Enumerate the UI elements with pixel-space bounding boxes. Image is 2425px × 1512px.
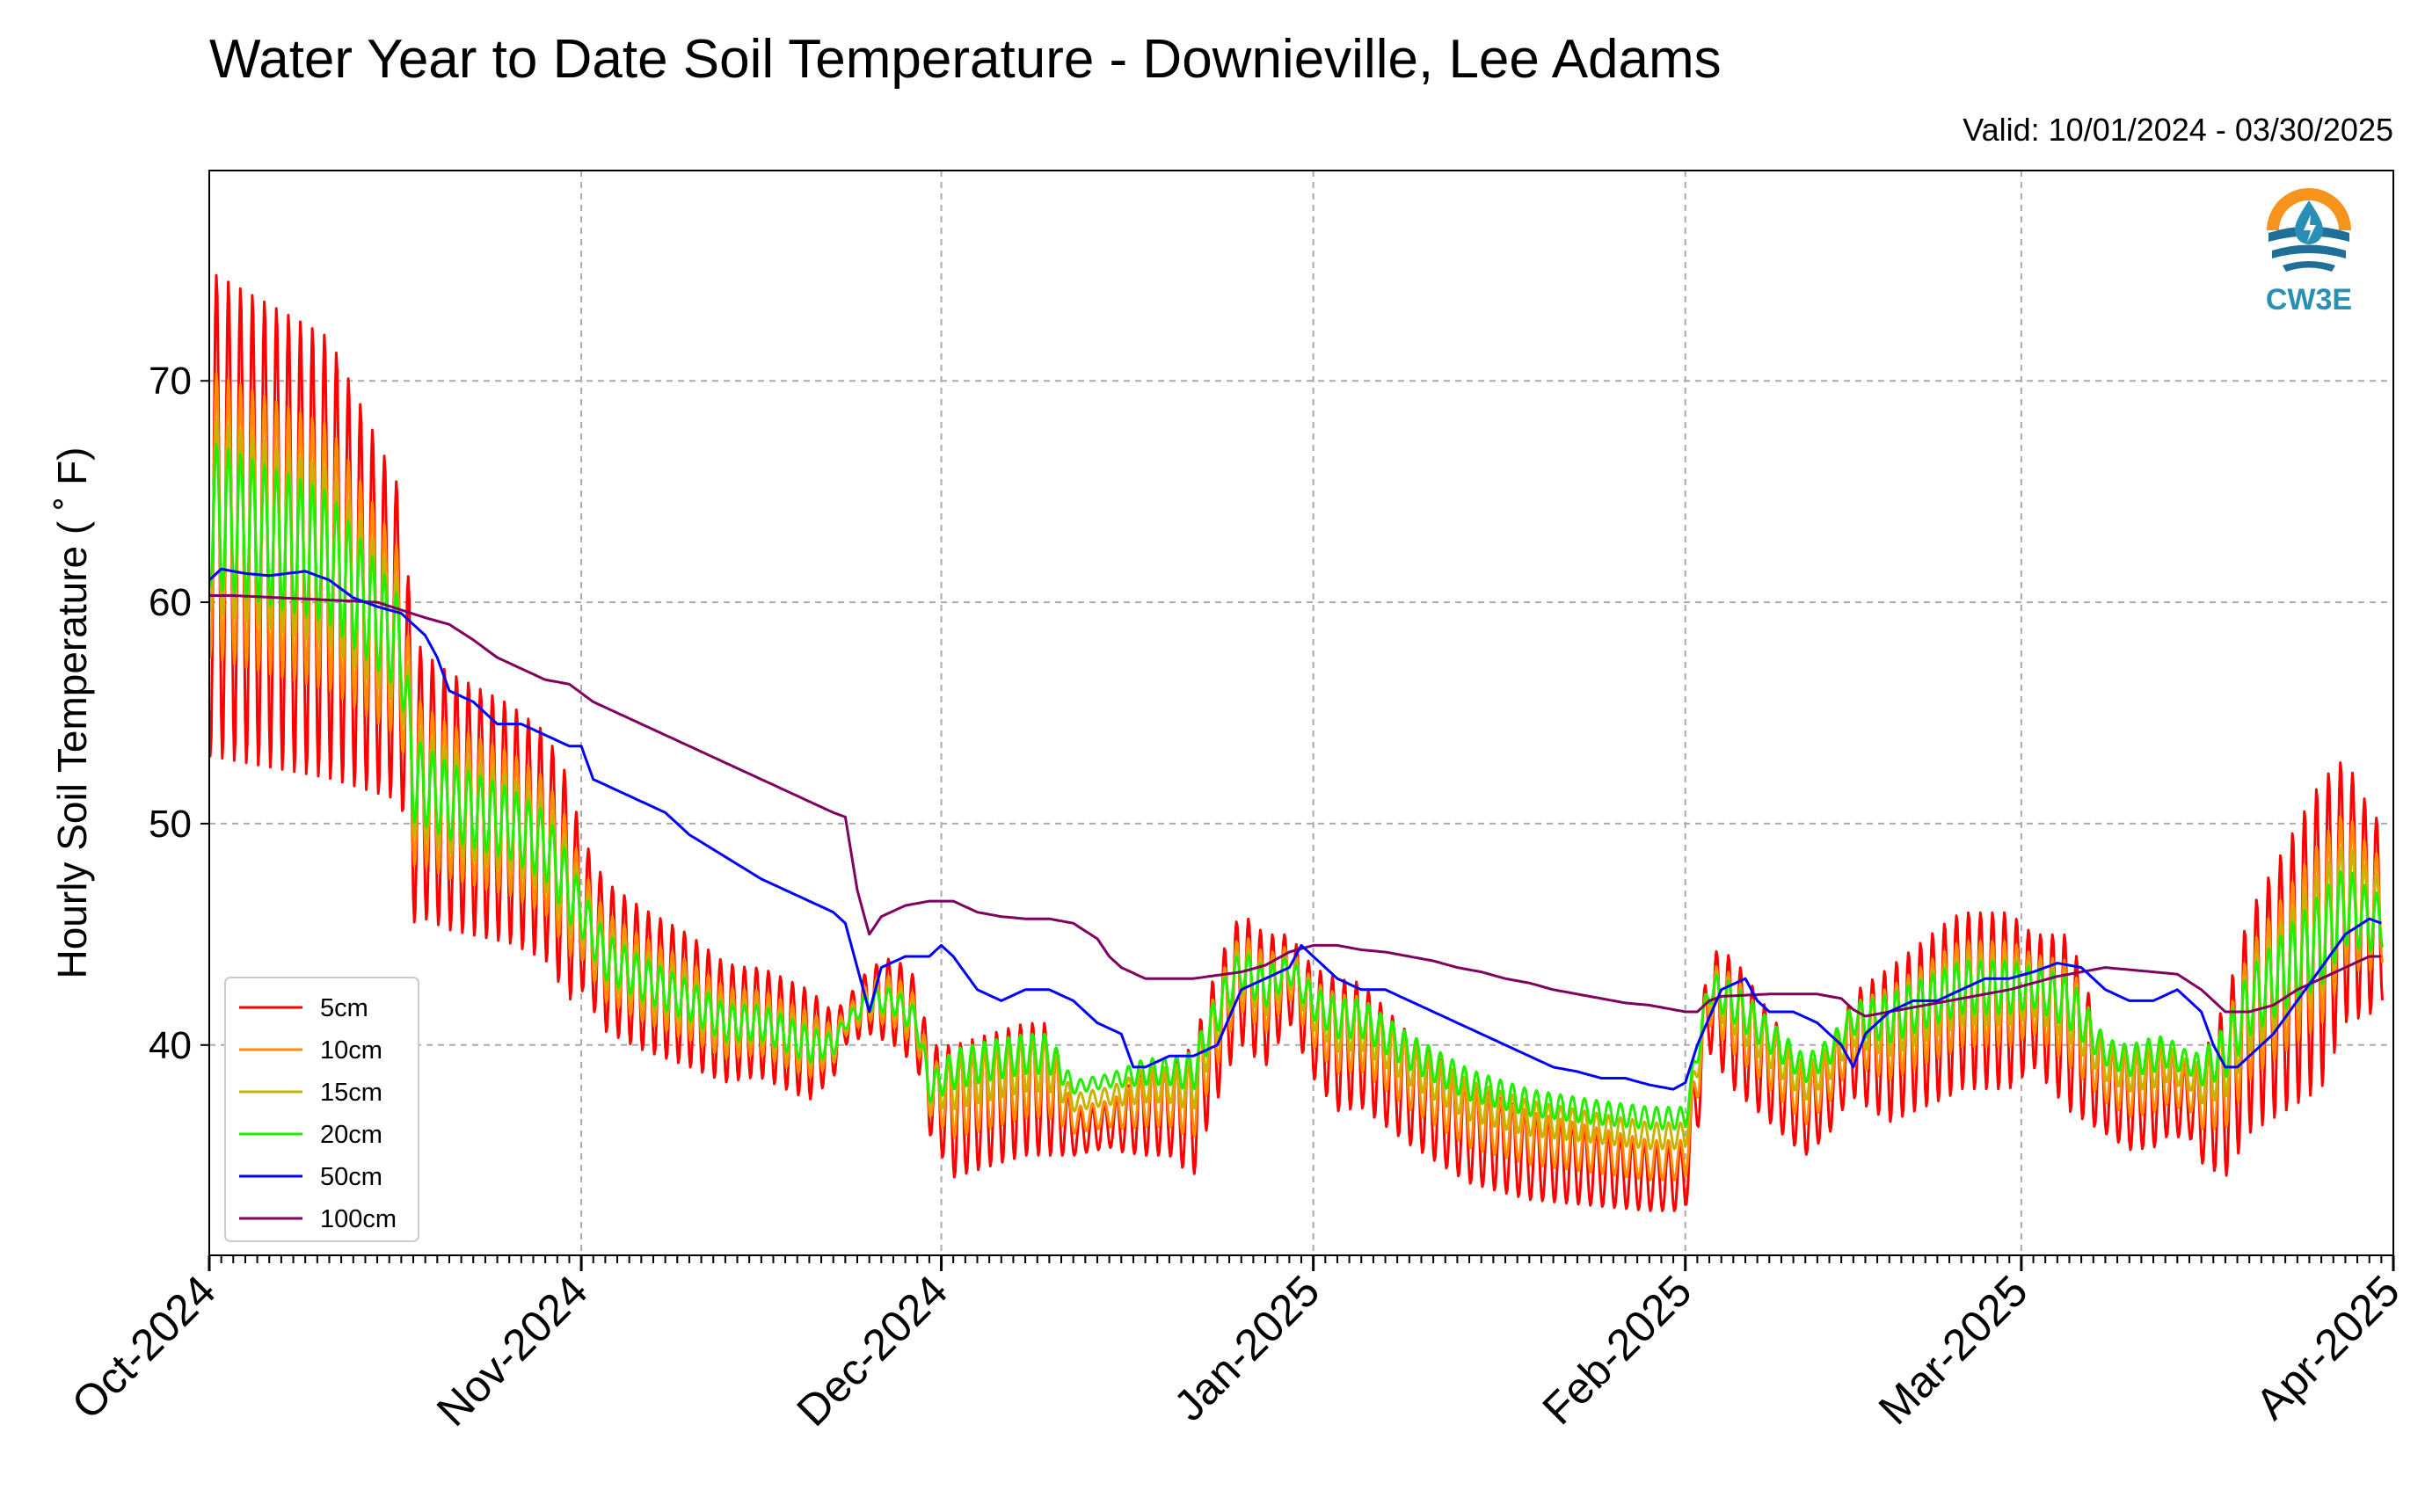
chart-title: Water Year to Date Soil Temperature - Do… <box>209 29 1722 90</box>
cw3e-logo-text: CW3E <box>2266 283 2352 316</box>
cw3e-droplet-logo-icon <box>2267 188 2351 273</box>
legend-label-5cm: 5cm <box>320 994 368 1022</box>
y-axis-ticks: 40 50 60 70 <box>149 360 209 1067</box>
series-line-50cm <box>209 567 2382 1091</box>
series-line-100cm <box>209 594 2382 1018</box>
legend-label-10cm: 10cm <box>320 1036 382 1065</box>
y-axis-label: Hourly Soil Temperature ( ˚ F) <box>49 447 95 979</box>
legend-label-20cm: 20cm <box>320 1121 382 1149</box>
cw3e-logo: CW3E <box>2266 188 2352 316</box>
legend-label-50cm: 50cm <box>320 1163 382 1191</box>
valid-date-range: Valid: 10/01/2024 - 03/30/2025 <box>1963 112 2393 148</box>
y-tick-label: 60 <box>149 581 192 624</box>
series-line-20cm <box>209 442 2384 1130</box>
legend: 5cm 10cm 15cm 20cm 50cm 100cm <box>224 977 419 1242</box>
y-tick-label: 70 <box>149 360 192 403</box>
y-tick-label: 50 <box>149 803 192 846</box>
legend-label-15cm: 15cm <box>320 1079 382 1107</box>
legend-label-100cm: 100cm <box>320 1205 397 1233</box>
y-tick-label: 40 <box>149 1024 192 1067</box>
series-layer <box>209 273 2384 1212</box>
